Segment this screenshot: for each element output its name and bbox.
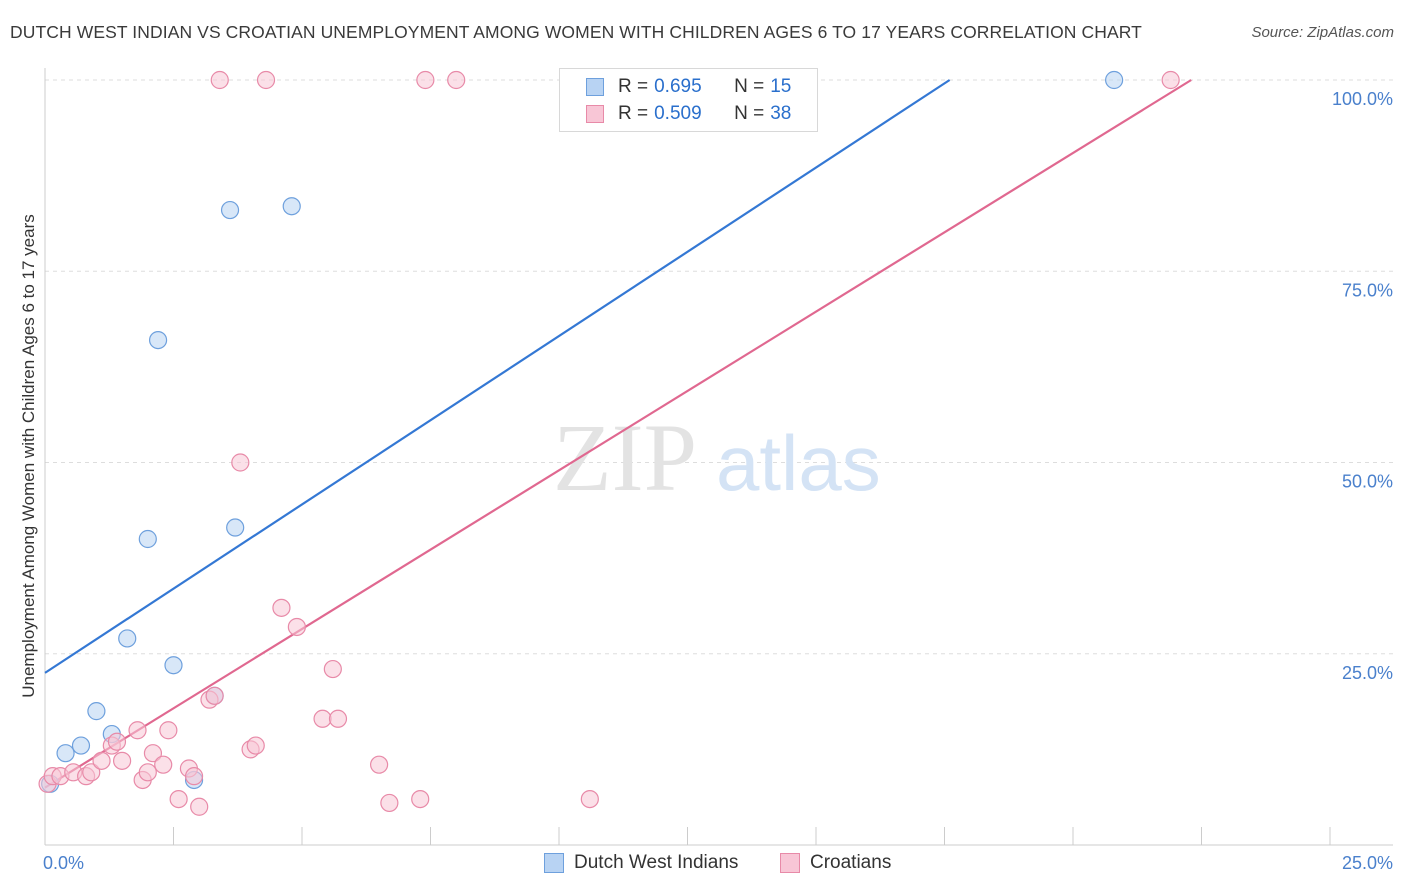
legend-row-dutch-west-indians: R = 0.695 N = 15 bbox=[586, 74, 791, 100]
axes bbox=[44, 68, 1393, 846]
trend-line-croatians bbox=[44, 79, 1192, 789]
point-croatians bbox=[128, 721, 147, 740]
legend-swatch-dutch-west-indians bbox=[586, 78, 604, 96]
gridlines bbox=[45, 79, 1393, 655]
y-axis-label: Unemployment Among Women with Children A… bbox=[19, 214, 38, 698]
x-tick-label-max: 25.0% bbox=[1342, 853, 1393, 873]
y-tick-label: 75.0% bbox=[1342, 280, 1393, 300]
series-label-dutch-west-indians: Dutch West Indians bbox=[574, 852, 739, 873]
data-points bbox=[38, 70, 1180, 816]
point-dutch-west-indians bbox=[226, 518, 245, 537]
point-croatians bbox=[1161, 70, 1180, 90]
legend-n-label: N = bbox=[734, 76, 765, 97]
series-legend-croatians: Croatians bbox=[780, 852, 891, 874]
point-croatians bbox=[328, 709, 348, 728]
point-croatians bbox=[154, 755, 173, 774]
point-dutch-west-indians bbox=[220, 200, 240, 220]
legend-swatch-croatians bbox=[586, 105, 604, 123]
legend-row-croatians: R = 0.509 N = 38 bbox=[586, 101, 791, 127]
point-croatians bbox=[447, 70, 466, 90]
point-croatians bbox=[159, 721, 178, 740]
watermark-zip: ZIP bbox=[553, 404, 697, 511]
point-croatians bbox=[580, 789, 599, 809]
series-legend-dutch-west-indians: Dutch West Indians bbox=[544, 852, 738, 874]
point-croatians bbox=[184, 767, 204, 786]
point-dutch-west-indians bbox=[87, 702, 106, 721]
point-croatians bbox=[231, 453, 250, 472]
watermark: ZIP atlas bbox=[553, 404, 881, 511]
point-dutch-west-indians bbox=[148, 331, 168, 350]
point-dutch-west-indians bbox=[138, 529, 157, 549]
point-dutch-west-indians bbox=[1105, 70, 1124, 90]
chart-title: DUTCH WEST INDIAN VS CROATIAN UNEMPLOYME… bbox=[10, 22, 1142, 42]
point-croatians bbox=[205, 686, 224, 705]
point-croatians bbox=[92, 751, 111, 770]
legend-n-value: 15 bbox=[770, 76, 792, 97]
point-dutch-west-indians bbox=[118, 629, 137, 648]
point-croatians bbox=[190, 797, 209, 816]
series-swatch-croatians bbox=[780, 853, 800, 873]
point-croatians bbox=[272, 598, 291, 617]
point-croatians bbox=[112, 751, 132, 770]
stats-legend: R = 0.695 N = 15 R = 0.509 N = 38 bbox=[559, 68, 818, 132]
point-croatians bbox=[210, 70, 229, 90]
legend-r-label: R = bbox=[618, 76, 649, 97]
watermark-atlas: atlas bbox=[716, 419, 881, 507]
tick-labels: 25.0% 50.0% 75.0% 100.0% 0.0% 25.0% bbox=[43, 89, 1393, 873]
y-tick-label: 50.0% bbox=[1342, 472, 1393, 492]
point-croatians bbox=[380, 793, 399, 813]
point-croatians bbox=[138, 763, 157, 782]
point-croatians bbox=[323, 659, 342, 679]
y-tick-label: 25.0% bbox=[1342, 663, 1393, 683]
trend-lines bbox=[44, 79, 1192, 789]
legend-r-value: 0.509 bbox=[654, 103, 702, 124]
point-dutch-west-indians bbox=[71, 736, 91, 755]
chart-source: Source: ZipAtlas.com bbox=[1251, 24, 1394, 41]
y-tick-label: 100.0% bbox=[1332, 89, 1393, 109]
point-croatians bbox=[256, 70, 276, 90]
series-swatch-dutch-west-indians bbox=[544, 853, 564, 873]
point-croatians bbox=[411, 789, 430, 809]
point-dutch-west-indians bbox=[282, 197, 301, 216]
point-croatians bbox=[313, 709, 332, 728]
point-croatians bbox=[143, 744, 163, 763]
point-dutch-west-indians bbox=[164, 656, 183, 675]
point-croatians bbox=[370, 755, 389, 774]
trend-line-dutch-west-indians bbox=[44, 79, 951, 674]
legend-n-label: N = bbox=[734, 103, 765, 124]
series-label-croatians: Croatians bbox=[810, 852, 892, 873]
point-croatians bbox=[107, 732, 127, 751]
point-dutch-west-indians bbox=[56, 744, 75, 763]
legend-n-value: 38 bbox=[770, 103, 792, 124]
point-croatians bbox=[82, 763, 101, 782]
legend-r-value: 0.695 bbox=[654, 76, 702, 97]
point-croatians bbox=[169, 789, 188, 809]
point-croatians bbox=[416, 70, 435, 90]
legend-r-label: R = bbox=[618, 103, 649, 124]
point-croatians bbox=[246, 736, 265, 755]
point-croatians bbox=[287, 617, 306, 637]
x-tick-label-min: 0.0% bbox=[43, 853, 84, 873]
